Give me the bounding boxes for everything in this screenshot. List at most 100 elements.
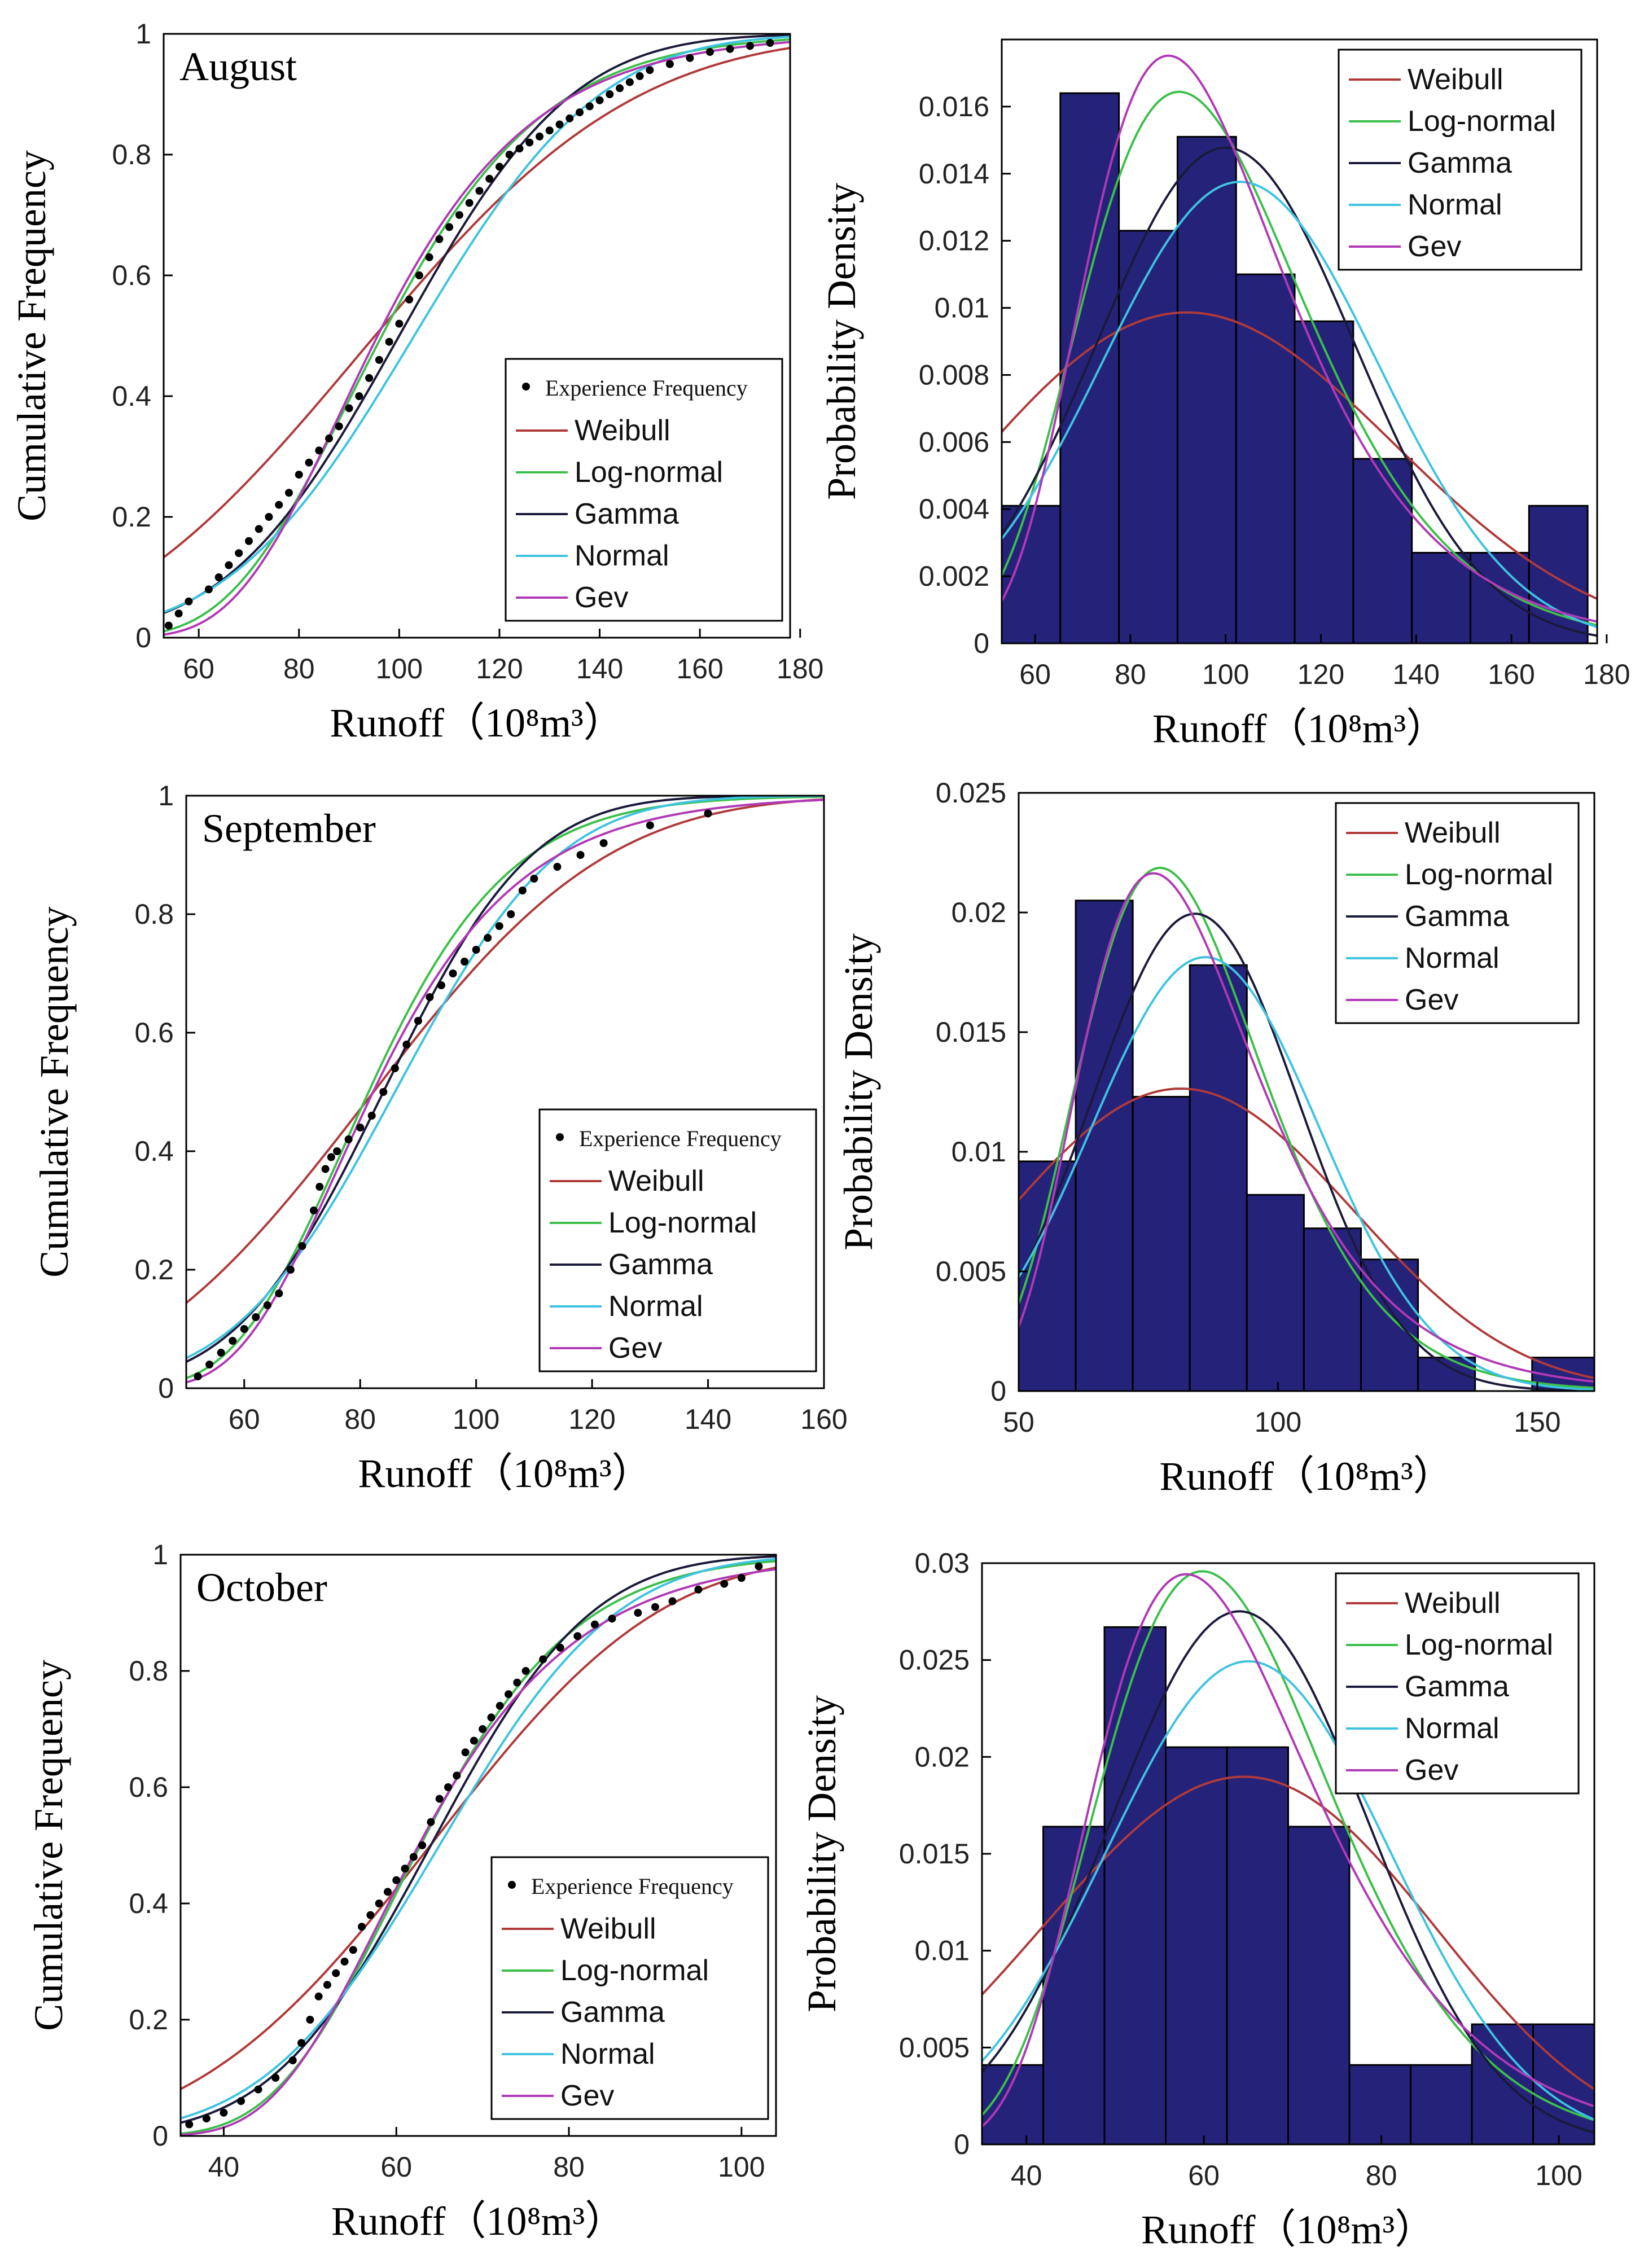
y-tick-label: 0.01: [935, 292, 989, 324]
empirical-point: [366, 1911, 375, 1919]
empirical-point: [297, 2039, 306, 2047]
y-tick-label: 0.2: [112, 501, 151, 533]
legend-entry: Gev: [1408, 230, 1461, 263]
empirical-point: [315, 1183, 324, 1191]
histogram-bar: [1348, 2064, 1411, 2146]
curve-gamma: [982, 1610, 1594, 2134]
empirical-point: [332, 1969, 340, 1977]
y-tick-label: 0: [954, 2129, 970, 2160]
legend-entry: Log-normal: [1408, 105, 1556, 138]
x-tick-label: 160: [676, 653, 723, 685]
empirical-point: [545, 126, 554, 135]
empirical-point: [539, 1655, 547, 1664]
x-axis-title: Runoff（10⁸m³）: [1152, 706, 1446, 751]
empirical-point: [202, 2115, 211, 2123]
empirical-point: [383, 1888, 392, 1896]
legend-entry: Gev: [575, 581, 628, 614]
y-axis-title: Probability Density: [819, 183, 864, 500]
empirical-point: [590, 1620, 599, 1629]
curve-normal: [164, 36, 790, 613]
empirical-point: [205, 1361, 214, 1368]
empirical-point: [576, 851, 585, 859]
empirical-point: [164, 621, 173, 630]
legend-entry: Log-normal: [608, 1207, 757, 1239]
legend-entry: Gamma: [1405, 1670, 1509, 1703]
curve-log-normal: [982, 1570, 1594, 2121]
y-tick-label: 0.005: [899, 2032, 970, 2063]
distribution-curves: [1002, 54, 1597, 637]
legend-entry: Gev: [608, 1332, 662, 1365]
empirical-point: [325, 434, 334, 442]
y-tick-label: 0.4: [112, 380, 151, 412]
y-tick-label: 0.6: [112, 260, 151, 291]
empirical-point: [365, 374, 374, 382]
curve-gev: [181, 1568, 776, 2136]
empirical-point: [704, 809, 712, 818]
empirical-point: [409, 1853, 418, 1861]
y-tick-label: 0.025: [899, 1644, 970, 1676]
histogram-bar: [1042, 1826, 1106, 2146]
x-tick-label: 100: [1535, 2160, 1582, 2191]
empirical-point: [356, 1124, 365, 1131]
curve-gev: [1002, 54, 1597, 623]
empirical-point: [479, 1725, 487, 1733]
curve-weibull: [181, 1567, 776, 2090]
empirical-point: [244, 537, 253, 545]
empirical-point: [573, 1632, 582, 1640]
histogram-bar: [1287, 1826, 1351, 2146]
empirical-point: [646, 821, 654, 830]
y-axis-title: Probability Density: [799, 1695, 844, 2012]
empirical-point: [635, 72, 644, 80]
legend-entry: Experience Frequency: [545, 375, 748, 401]
legend-entry: Weibull: [1408, 63, 1503, 96]
empirical-point: [392, 1876, 401, 1884]
y-tick-label: 0: [990, 1375, 1006, 1407]
y-tick-label: 0.8: [129, 1655, 168, 1687]
legend-entry: Experience Frequency: [531, 1874, 734, 1899]
x-axis-title: Runoff（10⁸m³）: [1159, 1454, 1453, 1499]
x-axis-title: Runoff（10⁸m³）: [331, 2199, 625, 2244]
legend-entry: Log-normal: [560, 1954, 709, 1987]
empirical-point: [746, 42, 754, 50]
x-tick-label: 180: [777, 653, 823, 685]
legend-marker-dot: [508, 1881, 516, 1889]
y-tick-label: 0.8: [112, 139, 151, 170]
histogram-bar: [1075, 900, 1134, 1392]
axes-frame: [163, 33, 791, 639]
legend-entry: Weibull: [575, 414, 670, 447]
distribution-curves: [164, 34, 790, 636]
empirical-point: [487, 1713, 496, 1722]
empirical-point: [599, 839, 608, 847]
aug-cdf-panel: 60 80 100 120 140 160 180 0 0.2 0.4 0.6 0.8 1 Runoff（…: [9, 18, 823, 745]
legend: Weibull Log-normal Gamma Normal Gev: [1338, 49, 1582, 271]
empirical-point: [461, 958, 469, 966]
empirical-point: [204, 585, 213, 594]
empirical-point: [606, 90, 614, 98]
empirical-point: [435, 1795, 444, 1803]
empirical-point: [435, 235, 444, 243]
empirical-point: [585, 102, 594, 111]
x-tick-label: 80: [553, 2151, 585, 2183]
curve-weibull: [186, 798, 824, 1304]
legend-entry: Log-normal: [1405, 1629, 1553, 1661]
empirical-point: [298, 1242, 306, 1250]
empirical-point: [536, 132, 543, 141]
x-tick-label: 120: [476, 653, 523, 685]
curve-weibull: [1019, 1087, 1594, 1380]
empirical-point: [484, 934, 492, 942]
distribution-curves: [982, 1570, 1594, 2134]
empirical-point: [461, 1748, 470, 1757]
empirical-point: [349, 1946, 357, 1954]
empirical-point: [235, 549, 243, 558]
x-tick-label: 60: [1019, 659, 1051, 690]
x-tick-label: 140: [685, 1403, 731, 1435]
x-tick-label: 140: [576, 653, 623, 685]
y-tick-label: 0.4: [129, 1888, 168, 1919]
empirical-point: [720, 1580, 729, 1588]
empirical-point: [214, 573, 223, 581]
distribution-curves: [1019, 866, 1594, 1391]
legend-entry: Gev: [560, 2080, 614, 2112]
empirical-point: [252, 1313, 260, 1321]
empirical-point: [310, 1207, 318, 1214]
empirical-point: [414, 1017, 422, 1025]
